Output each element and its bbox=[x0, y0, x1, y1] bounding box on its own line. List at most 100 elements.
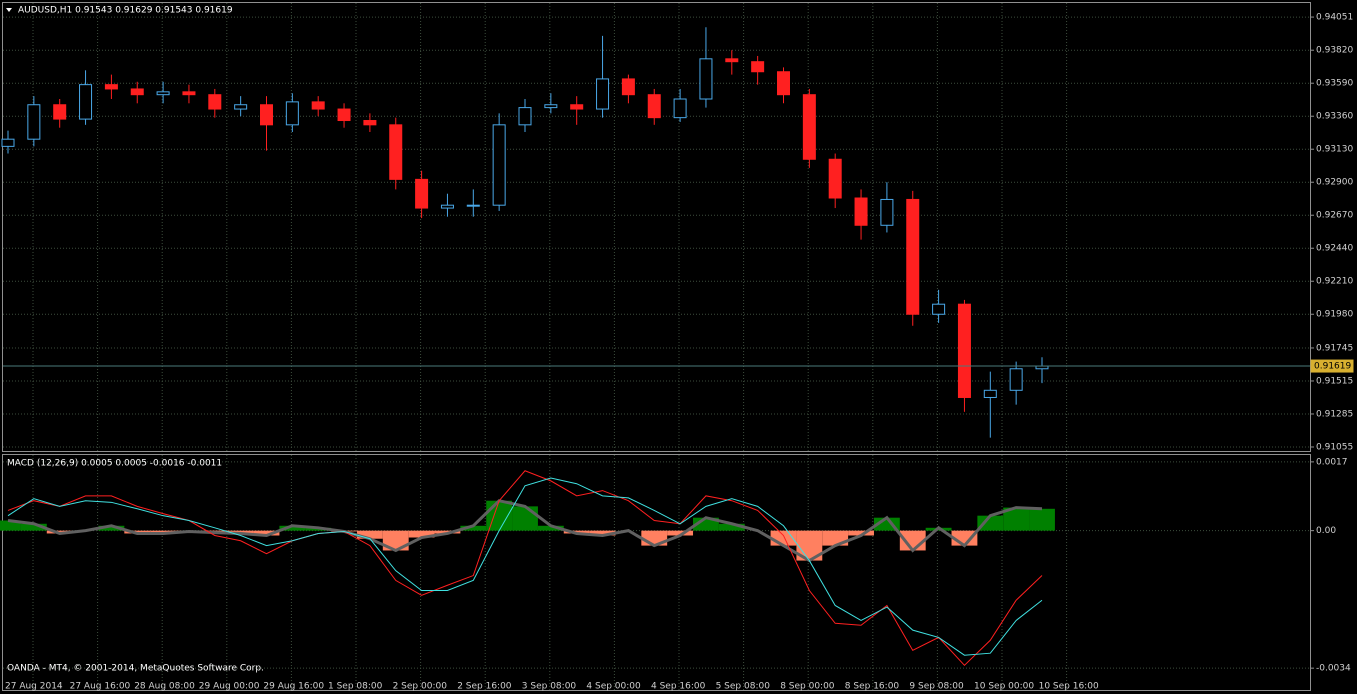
histogram-bar bbox=[1029, 508, 1055, 531]
histogram-bar bbox=[356, 530, 383, 539]
candle-body bbox=[880, 198, 894, 226]
candle-body bbox=[906, 198, 920, 315]
histogram-bar bbox=[382, 530, 409, 551]
histogram-bar bbox=[512, 506, 538, 531]
candle-body bbox=[182, 91, 196, 96]
histogram-bar bbox=[98, 525, 125, 531]
x-tick-label: 29 Aug 00:00 bbox=[199, 682, 260, 692]
macd-title: MACD (12,26,9) 0.0005 0.0005 -0.0016 -0.… bbox=[7, 459, 222, 469]
y-tick-label: 0.93820 bbox=[1316, 46, 1353, 56]
x-tick-label: 1 Sep 08:00 bbox=[328, 682, 383, 692]
x-tick-label: 28 Aug 08:00 bbox=[134, 682, 195, 692]
candle-body bbox=[156, 91, 170, 96]
y-tick-label: 0.91515 bbox=[1316, 376, 1353, 386]
y-tick-label: 0.94051 bbox=[1316, 13, 1353, 23]
y-tick-label: 0.93130 bbox=[1316, 145, 1353, 155]
histogram-bar bbox=[253, 530, 280, 536]
chart-title: AUDUSD,H1 0.91543 0.91629 0.91543 0.9161… bbox=[18, 6, 233, 16]
x-tick-label: 8 Sep 00:00 bbox=[780, 682, 835, 692]
x-tick-label: 10 Sep 16:00 bbox=[1039, 682, 1099, 692]
candle-body bbox=[751, 61, 765, 73]
y-tick-label: -0.0034 bbox=[1316, 664, 1351, 674]
histogram-bar bbox=[408, 530, 435, 538]
candle-body bbox=[285, 101, 299, 126]
candle-body bbox=[1, 138, 15, 147]
candle-body bbox=[570, 104, 584, 110]
candle-body bbox=[389, 124, 403, 180]
y-tick-label: 0.91980 bbox=[1316, 310, 1353, 320]
candle-body bbox=[699, 58, 713, 100]
histogram-line bbox=[7, 499, 1043, 563]
footer: OANDA - MT4, © 2001-2014, MetaQuotes Sof… bbox=[7, 664, 264, 674]
candle-body bbox=[802, 94, 816, 160]
y-tick-label: 0.91745 bbox=[1316, 343, 1353, 353]
histogram-bar bbox=[279, 525, 306, 531]
candle-body bbox=[260, 104, 273, 126]
candle-body bbox=[363, 120, 377, 126]
candle-body bbox=[208, 94, 222, 110]
histogram-bar bbox=[718, 523, 745, 531]
x-tick-label: 3 Sep 08:00 bbox=[522, 682, 577, 692]
candle-body bbox=[673, 98, 687, 119]
candle-body bbox=[544, 104, 558, 109]
candle-body bbox=[130, 88, 144, 96]
x-tick-label: 5 Sep 08:00 bbox=[716, 682, 771, 692]
macd-line bbox=[7, 477, 1043, 656]
candle-body bbox=[415, 178, 429, 209]
x-tick-label: 10 Sep 00:00 bbox=[974, 682, 1034, 692]
marks bbox=[0, 27, 1310, 667]
candle-body bbox=[1009, 368, 1023, 391]
title-arrow bbox=[6, 8, 12, 12]
candle-body bbox=[311, 101, 325, 110]
histogram-bar bbox=[460, 525, 487, 531]
y-tick-label: 0.91055 bbox=[1316, 442, 1353, 452]
candle-body bbox=[725, 58, 739, 63]
candle-body bbox=[466, 204, 480, 207]
y-tick-label: 0.00 bbox=[1316, 526, 1336, 536]
y-tick-label: 0.92210 bbox=[1316, 277, 1353, 287]
x-tick-label: 29 Aug 16:00 bbox=[263, 682, 324, 692]
candle-body bbox=[932, 303, 946, 315]
grid bbox=[3, 3, 1310, 690]
candle-body bbox=[27, 104, 41, 140]
candle-body bbox=[983, 389, 997, 398]
histogram-bar bbox=[977, 515, 1004, 531]
x-tick-label: 2 Sep 16:00 bbox=[457, 682, 512, 692]
candle-body bbox=[621, 78, 635, 96]
x-tick-label: 9 Sep 08:00 bbox=[909, 682, 964, 692]
last-price-label: 0.91619 bbox=[1314, 362, 1351, 372]
y-tick-label: 0.93360 bbox=[1316, 112, 1353, 122]
y-tick-label: 0.91285 bbox=[1316, 409, 1353, 419]
x-tick-label: 27 Aug 16:00 bbox=[70, 682, 131, 692]
histogram-bar bbox=[0, 520, 21, 531]
histogram-bar bbox=[848, 530, 874, 536]
y-tick-label: 0.92440 bbox=[1316, 244, 1353, 254]
candle-body bbox=[957, 303, 971, 398]
candle-body bbox=[828, 158, 842, 199]
y-tick-label: 0.0017 bbox=[1316, 457, 1348, 467]
candle-body bbox=[53, 104, 67, 120]
price-frame bbox=[2, 2, 1311, 452]
y-tick-label: 0.92900 bbox=[1316, 178, 1353, 188]
candle-body bbox=[234, 104, 248, 110]
x-tick-label: 27 Aug 2014 bbox=[5, 682, 63, 692]
candle-body bbox=[79, 84, 93, 120]
y-tick-label: 0.92670 bbox=[1316, 211, 1353, 221]
candle-body bbox=[596, 78, 610, 110]
x-tick-label: 8 Sep 16:00 bbox=[845, 682, 900, 692]
candle-body bbox=[777, 71, 790, 96]
candle-body bbox=[518, 107, 532, 126]
histogram-bar bbox=[1003, 507, 1030, 531]
macd-line bbox=[7, 470, 1043, 667]
histogram-bar bbox=[537, 525, 564, 531]
y-tick-label: 0.93590 bbox=[1316, 79, 1353, 89]
candle-body bbox=[854, 197, 868, 226]
x-tick-label: 4 Sep 00:00 bbox=[586, 682, 641, 692]
last-price-box bbox=[1310, 359, 1354, 373]
x-tick-label: 4 Sep 16:00 bbox=[651, 682, 706, 692]
candle-body bbox=[104, 84, 118, 90]
candle-body bbox=[440, 204, 454, 209]
macd-frame bbox=[2, 454, 1311, 691]
candle-body bbox=[492, 124, 506, 206]
